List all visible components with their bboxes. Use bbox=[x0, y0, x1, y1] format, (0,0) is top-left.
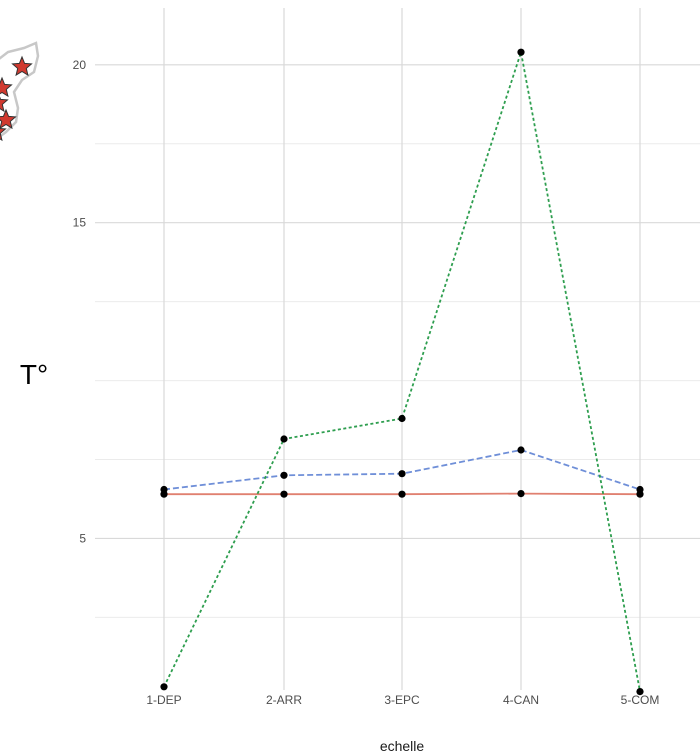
data-point bbox=[280, 435, 288, 443]
data-point bbox=[517, 490, 525, 498]
map-inset bbox=[0, 41, 40, 142]
star-icon bbox=[0, 76, 13, 98]
data-point bbox=[160, 683, 168, 691]
star-icon bbox=[0, 108, 17, 130]
y-tick-label: 5 bbox=[79, 531, 86, 545]
star-icon bbox=[11, 55, 33, 77]
x-tick-label: 2-ARR bbox=[266, 693, 302, 707]
series-layer bbox=[160, 48, 644, 696]
y-tick-label: 15 bbox=[73, 216, 87, 230]
x-axis-title: echelle bbox=[380, 738, 425, 754]
x-tick-label: 1-DEP bbox=[146, 693, 181, 707]
data-point bbox=[280, 490, 288, 498]
data-point bbox=[636, 485, 644, 494]
star-icon bbox=[0, 96, 9, 113]
data-point bbox=[517, 446, 525, 454]
x-tick-label: 4-CAN bbox=[503, 693, 539, 707]
data-point bbox=[636, 688, 644, 696]
data-point bbox=[398, 470, 406, 478]
data-point bbox=[160, 485, 168, 494]
grid bbox=[95, 8, 700, 690]
series-line-3 bbox=[163, 51, 641, 692]
x-tick-label: 5-COM bbox=[621, 693, 660, 707]
x-tick-label: 3-EPC bbox=[384, 693, 420, 707]
y-axis-title: T° bbox=[20, 359, 48, 390]
axis-labels: 5 15 20 1-DEP 2-ARR 3-EPC 4-CAN 5-COM bbox=[73, 58, 660, 707]
data-point bbox=[280, 471, 288, 479]
data-point bbox=[398, 414, 406, 423]
y-tick-label: 20 bbox=[73, 58, 87, 72]
data-point bbox=[398, 490, 406, 498]
data-point bbox=[517, 48, 525, 56]
star-icon bbox=[0, 128, 7, 142]
